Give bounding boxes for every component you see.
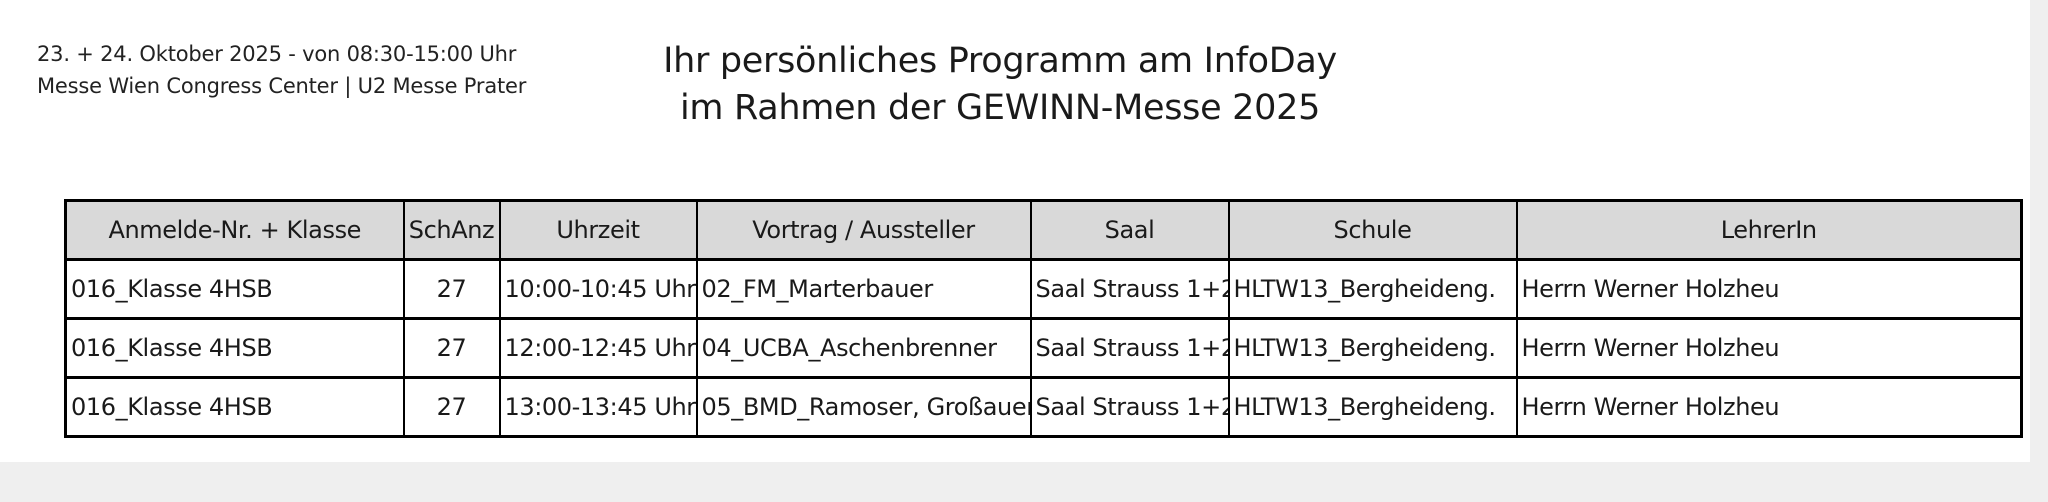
document-page: 23. + 24. Oktober 2025 - von 08:30-15:00… bbox=[37, 38, 2023, 438]
cell-hall: Saal Strauss 1+2 bbox=[1029, 258, 1230, 320]
table-row: 016_Klasse 4HSB 27 13:00-13:45 Uhr 05_BM… bbox=[64, 376, 2023, 438]
header-registration-class: Anmelde-Nr. + Klasse bbox=[64, 199, 405, 261]
header-school: Schule bbox=[1227, 199, 1518, 261]
cell-school: HLTW13_Bergheideng. bbox=[1227, 376, 1518, 438]
cell-teacher: Herrn Werner Holzheu bbox=[1515, 376, 2023, 438]
header-teacher: LehrerIn bbox=[1515, 199, 2023, 261]
cell-registration-class: 016_Klasse 4HSB bbox=[64, 258, 405, 320]
cell-time: 10:00-10:45 Uhr bbox=[498, 258, 698, 320]
cell-school: HLTW13_Bergheideng. bbox=[1227, 258, 1518, 320]
title-line-2: im Rahmen der GEWINN-Messe 2025 bbox=[679, 88, 1321, 128]
cell-student-count: 27 bbox=[402, 317, 501, 379]
table-header-row: Anmelde-Nr. + Klasse SchAnz Uhrzeit Vort… bbox=[64, 199, 2023, 261]
cell-time: 12:00-12:45 Uhr bbox=[498, 317, 698, 379]
cell-registration-class: 016_Klasse 4HSB bbox=[64, 376, 405, 438]
cell-teacher: Herrn Werner Holzheu bbox=[1515, 317, 2023, 379]
cell-school: HLTW13_Bergheideng. bbox=[1227, 317, 1518, 379]
cell-teacher: Herrn Werner Holzheu bbox=[1515, 258, 2023, 320]
page-edge-shadow bbox=[2030, 0, 2048, 502]
program-table: Anmelde-Nr. + Klasse SchAnz Uhrzeit Vort… bbox=[64, 199, 2023, 438]
cell-hall: Saal Strauss 1+2 bbox=[1029, 317, 1230, 379]
header-student-count: SchAnz bbox=[402, 199, 501, 261]
cell-talk-exhibitor: 02_FM_Marterbauer bbox=[695, 258, 1032, 320]
table-row: 016_Klasse 4HSB 27 10:00-10:45 Uhr 02_FM… bbox=[64, 258, 2023, 320]
header-hall: Saal bbox=[1029, 199, 1230, 261]
page-bottom-shadow bbox=[0, 462, 2048, 502]
cell-talk-exhibitor: 05_BMD_Ramoser, Großauer bbox=[695, 376, 1032, 438]
cell-talk-exhibitor: 04_UCBA_Aschenbrenner bbox=[695, 317, 1032, 379]
page-title: Ihr persönliches Programm am InfoDay im … bbox=[560, 38, 1440, 132]
cell-hall: Saal Strauss 1+2 bbox=[1029, 376, 1230, 438]
header-time: Uhrzeit bbox=[498, 199, 698, 261]
event-location-line: Messe Wien Congress Center | U2 Messe Pr… bbox=[37, 74, 527, 98]
cell-student-count: 27 bbox=[402, 258, 501, 320]
event-date-line: 23. + 24. Oktober 2025 - von 08:30-15:00… bbox=[37, 42, 517, 66]
cell-time: 13:00-13:45 Uhr bbox=[498, 376, 698, 438]
table-row: 016_Klasse 4HSB 27 12:00-12:45 Uhr 04_UC… bbox=[64, 317, 2023, 379]
event-info: 23. + 24. Oktober 2025 - von 08:30-15:00… bbox=[37, 38, 526, 102]
cell-student-count: 27 bbox=[402, 376, 501, 438]
header-talk-exhibitor: Vortrag / Aussteller bbox=[695, 199, 1032, 261]
cell-registration-class: 016_Klasse 4HSB bbox=[64, 317, 405, 379]
title-line-1: Ihr persönliches Programm am InfoDay bbox=[663, 41, 1337, 81]
